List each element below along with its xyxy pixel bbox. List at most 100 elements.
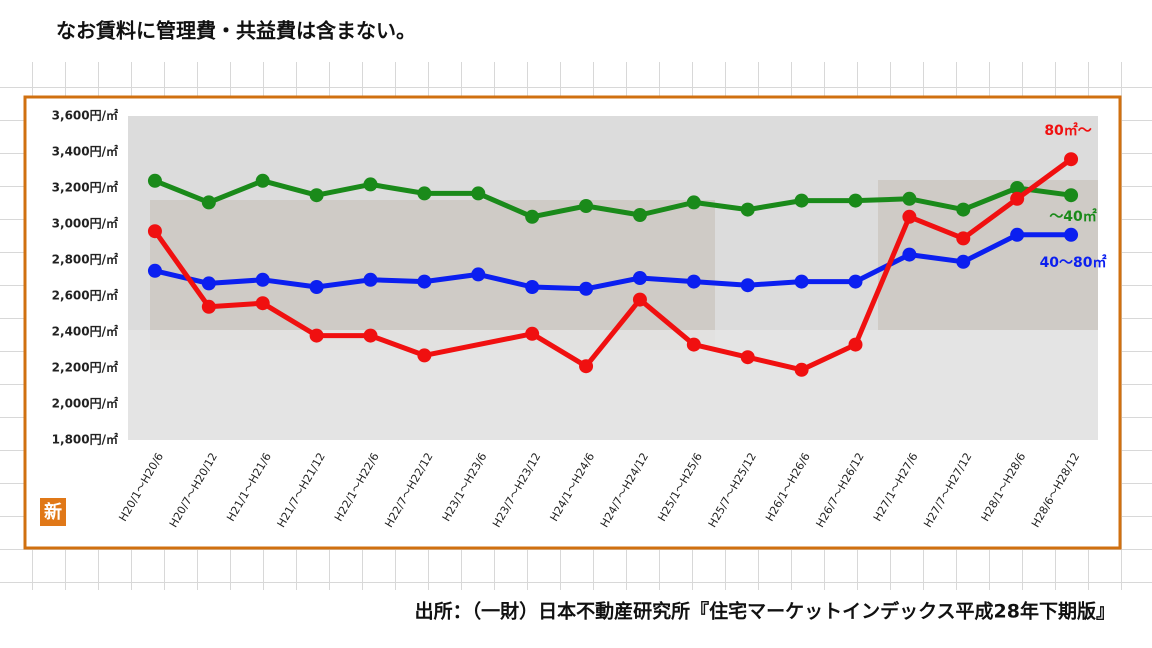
series-segment	[477, 191, 534, 220]
point	[1010, 227, 1025, 242]
point	[471, 267, 486, 282]
series-segment	[908, 214, 965, 241]
series-segment	[262, 277, 317, 290]
y-tick-label: 3,000円/㎡	[52, 216, 118, 231]
series-segment	[316, 277, 371, 290]
series-segment	[208, 300, 263, 310]
point	[794, 274, 809, 289]
series-segment	[585, 275, 641, 292]
point	[686, 195, 701, 210]
series-segment	[693, 199, 749, 213]
series-segment	[962, 232, 1019, 265]
point	[417, 186, 432, 201]
point	[363, 177, 378, 192]
series-segment	[262, 178, 318, 198]
y-tick-label: 3,400円/㎡	[52, 144, 118, 159]
point	[956, 254, 971, 269]
series-segment	[477, 271, 533, 290]
series-segment	[962, 185, 1019, 212]
point	[794, 362, 809, 377]
series-segment	[152, 229, 211, 309]
point	[902, 247, 917, 262]
point	[686, 337, 701, 352]
point	[902, 209, 917, 224]
point	[1010, 191, 1025, 206]
series-segment	[423, 331, 533, 358]
point	[579, 199, 594, 213]
series-segment	[747, 354, 803, 373]
series-segment	[154, 178, 210, 205]
point	[309, 280, 324, 294]
point	[201, 195, 216, 210]
series-segment	[369, 333, 426, 358]
series-segment	[908, 196, 964, 213]
series-segment	[853, 215, 912, 346]
point	[363, 328, 378, 343]
point	[309, 188, 324, 203]
series-segment	[639, 275, 694, 285]
series-segment	[154, 268, 210, 286]
series-segment	[854, 252, 911, 284]
badge: 新	[44, 501, 62, 523]
point	[417, 274, 432, 289]
point	[740, 202, 755, 217]
y-tick-label: 2,600円/㎡	[52, 288, 118, 303]
point	[579, 359, 594, 374]
point	[309, 328, 324, 343]
series-segment	[531, 203, 587, 220]
series-segment	[370, 181, 425, 196]
point	[1064, 188, 1079, 203]
series-segment	[370, 277, 425, 285]
y-tick-label: 2,400円/㎡	[52, 324, 118, 339]
point	[1010, 181, 1025, 195]
point	[686, 274, 701, 289]
series-segment	[584, 298, 642, 368]
series-segment	[261, 301, 318, 338]
series-segment	[424, 271, 479, 285]
point	[794, 193, 809, 208]
point	[848, 193, 863, 208]
legend-label: ～40㎡	[1049, 208, 1096, 225]
point	[579, 281, 594, 296]
point	[525, 209, 540, 224]
point	[525, 280, 540, 294]
ground	[128, 330, 1098, 440]
y-tick-label: 2,200円/㎡	[52, 360, 118, 375]
series-segment	[585, 203, 641, 218]
source: 出所：（一財）日本不動産研究所『住宅マーケットインデックス平成28年下期版』	[415, 600, 1115, 623]
series-segment	[316, 181, 371, 198]
series-segment	[638, 297, 696, 347]
y-tick-label: 2,800円/㎡	[52, 252, 118, 267]
series-segment	[1015, 157, 1073, 201]
series-segment	[800, 342, 857, 373]
series-segment	[532, 284, 587, 292]
legend-label: 40～80㎡	[1040, 254, 1107, 271]
footer-band	[0, 590, 1152, 648]
series-segment	[693, 342, 749, 360]
y-tick-label: 3,200円/㎡	[52, 180, 118, 195]
series-segment	[530, 331, 588, 369]
point	[201, 276, 216, 291]
building	[150, 200, 715, 350]
series-segment	[855, 196, 910, 204]
point	[956, 202, 971, 217]
point	[525, 326, 540, 341]
point	[902, 191, 917, 206]
header-band	[0, 0, 1152, 62]
y-tick-label: 1,800円/㎡	[52, 432, 118, 447]
point	[848, 337, 863, 352]
point	[632, 208, 647, 222]
point	[740, 278, 755, 293]
series-segment	[208, 277, 263, 286]
point	[956, 231, 971, 246]
point	[147, 173, 162, 188]
point	[471, 186, 486, 201]
series-segment	[207, 178, 264, 205]
point	[632, 292, 647, 307]
series-segment	[639, 199, 695, 218]
point	[255, 272, 270, 287]
point	[417, 348, 432, 363]
point	[848, 274, 863, 289]
